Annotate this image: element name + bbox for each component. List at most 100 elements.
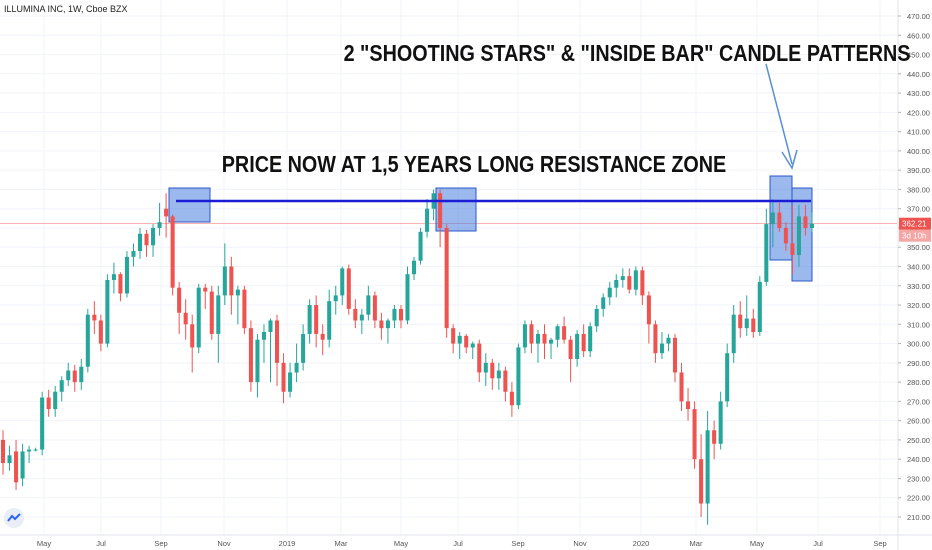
candle-body	[522, 324, 527, 348]
time-tick-label: Sep	[154, 539, 167, 548]
candle-body	[588, 326, 593, 352]
candle	[255, 333, 260, 398]
candle-body	[425, 208, 430, 232]
pattern-highlight-box	[435, 187, 477, 232]
candle	[229, 256, 234, 315]
candle	[666, 333, 671, 352]
price-tick-label: 240.00	[907, 455, 930, 464]
annotation-arrow	[765, 63, 798, 170]
candle-body	[731, 314, 736, 354]
candle	[157, 202, 162, 236]
time-tick-label: May	[750, 539, 764, 548]
candle	[190, 314, 195, 373]
candle-body	[14, 451, 19, 483]
price-tick-label: 260.00	[907, 417, 930, 426]
candle-body	[33, 449, 38, 451]
candle	[535, 330, 541, 363]
candle-body	[562, 326, 567, 340]
candle	[353, 299, 358, 329]
candle	[340, 266, 345, 306]
price-tick-label: 320.00	[907, 301, 930, 310]
candle	[640, 266, 645, 306]
candle	[457, 332, 462, 359]
candle	[581, 324, 586, 358]
candle-body	[627, 276, 632, 290]
candle-body	[516, 347, 521, 406]
candle-body	[392, 308, 397, 321]
candle-body	[444, 227, 449, 329]
candle-body	[164, 208, 169, 217]
candle-body	[438, 193, 443, 228]
candle	[398, 305, 403, 329]
resistance-annotation: PRICE NOW AT 1,5 YEARS LONG RESISTANCE Z…	[222, 152, 727, 178]
candle-body	[111, 274, 116, 280]
price-tick-label: 270.00	[907, 397, 930, 406]
candle	[98, 314, 103, 352]
candle	[53, 385, 58, 417]
price-axis: 470.00 460.00 450.00 440.00 430.00 420.00 410.…	[898, 12, 930, 522]
candle	[464, 333, 469, 354]
candle-body	[66, 370, 71, 381]
candle-body	[222, 266, 227, 296]
candle-body	[581, 333, 586, 352]
candle-body	[314, 305, 319, 334]
candle-body	[98, 320, 103, 344]
candle	[320, 324, 325, 356]
candle-body	[790, 243, 795, 255]
candle	[549, 337, 554, 359]
candle	[477, 339, 482, 383]
candle-body	[601, 297, 606, 309]
candle-body	[20, 451, 25, 479]
candle-body	[653, 324, 658, 354]
candle-body	[568, 339, 573, 359]
candle-body	[0, 439, 6, 464]
candle-body	[157, 222, 162, 228]
candle-body	[294, 362, 299, 373]
candle	[144, 229, 149, 257]
candle-body	[327, 301, 332, 340]
time-axis: May Jul Sep Nov 2019 Mar May Jul Sep Nov 2020 Mar Ma…	[37, 539, 887, 548]
candle-body	[209, 291, 214, 334]
candle-body	[803, 216, 808, 228]
candle-body	[301, 333, 306, 363]
candle	[170, 214, 175, 296]
candle	[646, 291, 651, 344]
price-tick-label: 420.00	[907, 108, 930, 117]
candle-body	[53, 391, 58, 410]
tradingview-logo-icon[interactable]	[4, 508, 24, 528]
candle	[385, 318, 390, 344]
candle-body	[288, 372, 293, 392]
candle	[137, 227, 143, 259]
candle-body	[509, 391, 514, 406]
candle	[503, 366, 508, 402]
candle	[216, 285, 221, 363]
countdown-label: 3d 10h	[902, 232, 926, 241]
candle	[516, 343, 521, 410]
candle-body	[692, 409, 697, 460]
price-tick-label: 330.00	[907, 282, 930, 291]
candle-body	[496, 370, 501, 379]
candle-body	[699, 459, 704, 504]
candle-body	[457, 335, 462, 344]
candle	[588, 322, 593, 358]
price-tick-label: 230.00	[907, 474, 930, 483]
candle	[483, 353, 488, 386]
candle-body	[679, 372, 684, 402]
candle	[124, 251, 129, 298]
candle-body	[170, 216, 175, 288]
candle-body	[646, 295, 651, 325]
candle-body	[203, 287, 208, 292]
candle-body	[307, 305, 312, 334]
candle-body	[751, 318, 756, 333]
candle	[796, 204, 801, 267]
candle	[425, 199, 430, 238]
candle	[405, 266, 410, 325]
candle	[751, 308, 756, 338]
candle-body	[235, 289, 240, 296]
candle	[248, 320, 253, 392]
candle-body	[633, 270, 638, 290]
candle-body	[105, 279, 110, 344]
candle-body	[46, 397, 51, 410]
